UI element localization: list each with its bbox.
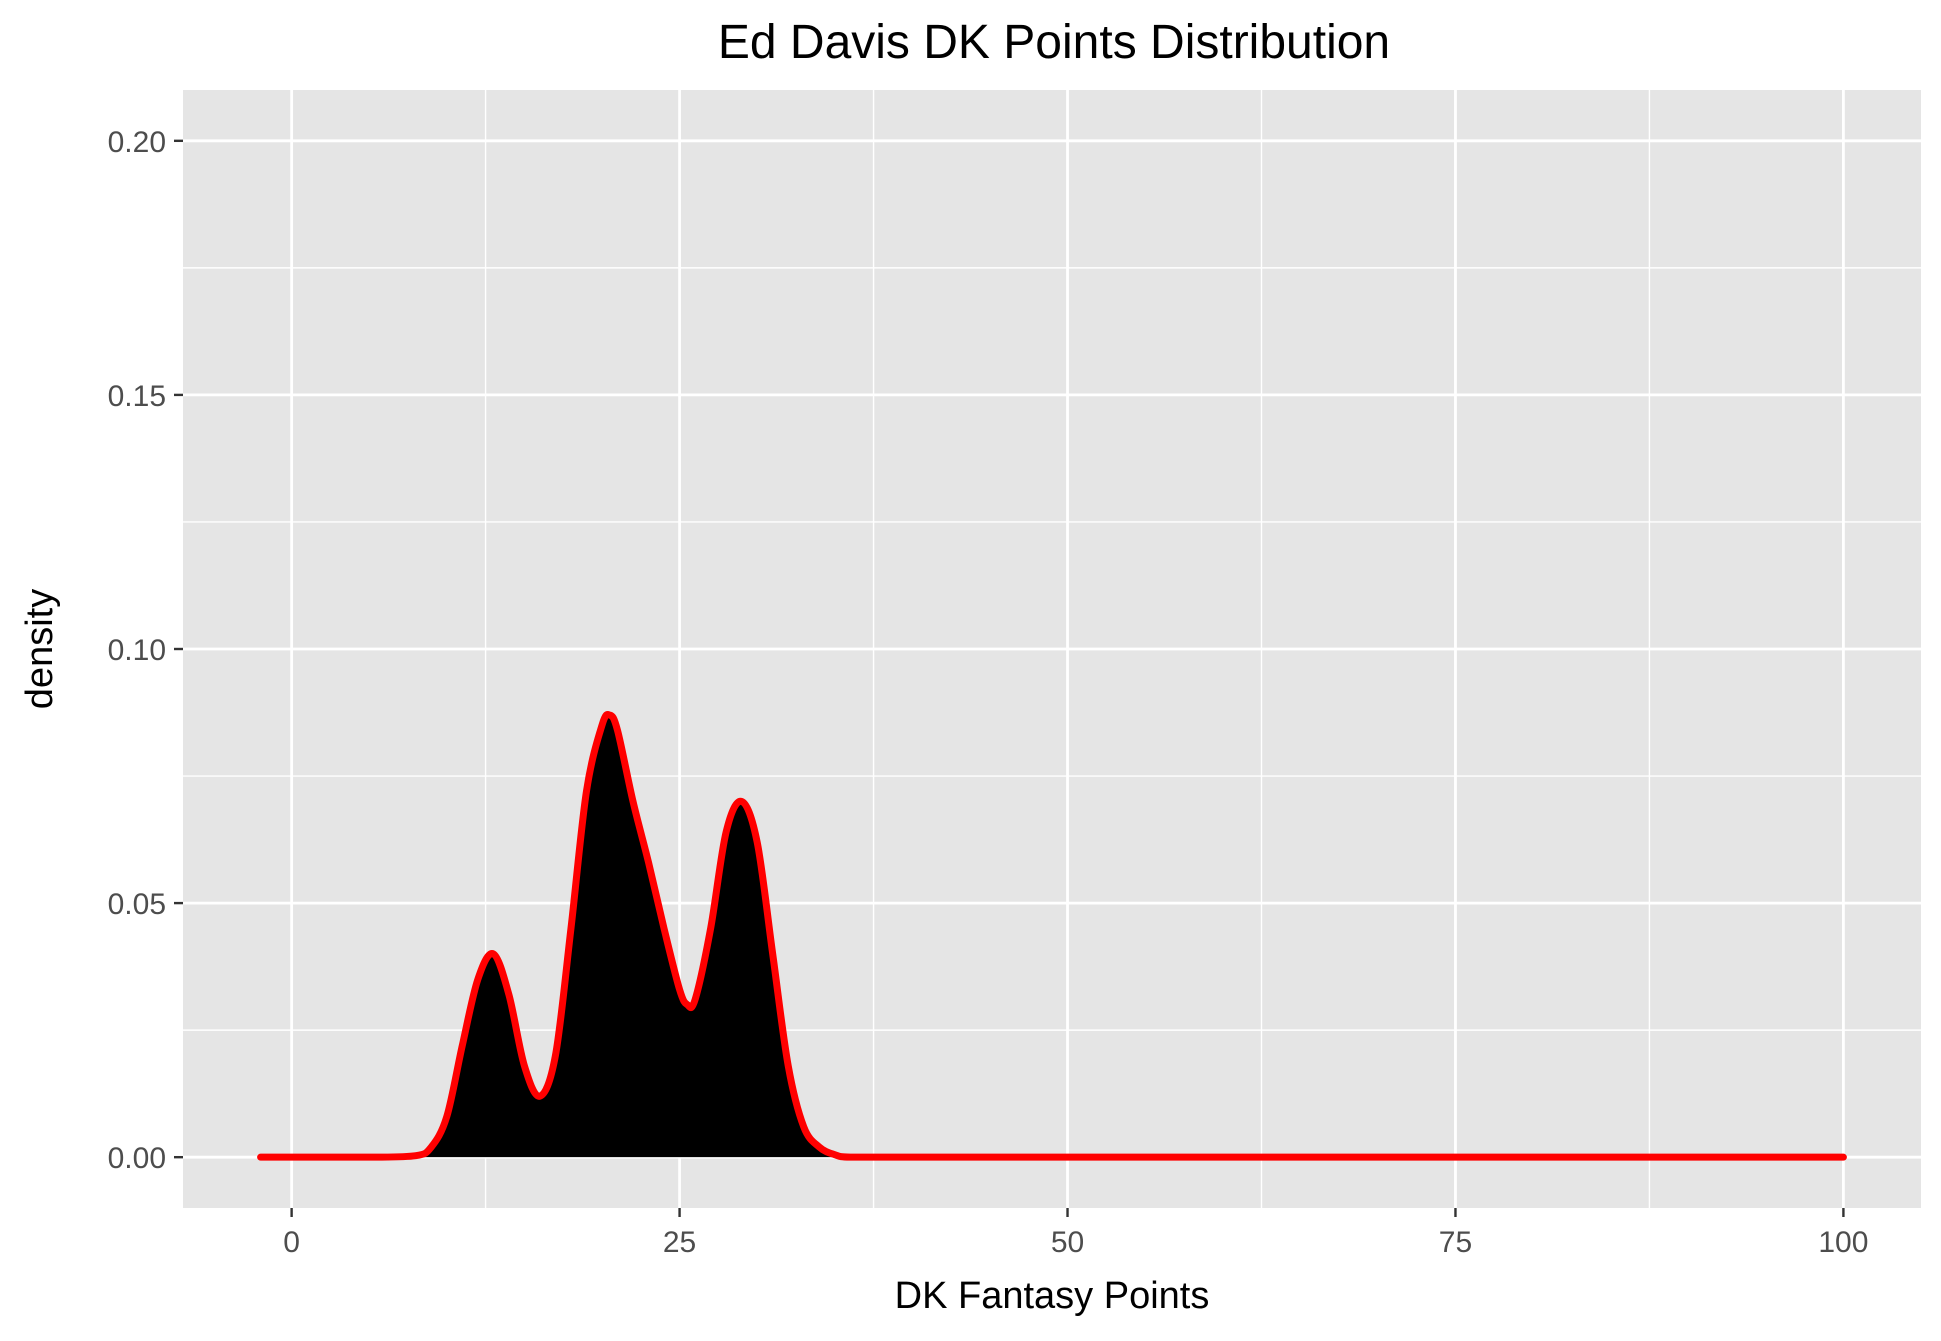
x-tick-label: 50: [1051, 1226, 1084, 1259]
y-axis-title: density: [19, 589, 61, 709]
y-tick-label: 0.10: [108, 634, 166, 667]
y-tick-label: 0.00: [108, 1142, 166, 1175]
x-axis-title: DK Fantasy Points: [895, 1275, 1210, 1317]
major-gridlines: [183, 90, 1921, 1208]
chart-title: Ed Davis DK Points Distribution: [718, 16, 1390, 69]
x-tick-label: 25: [663, 1226, 696, 1259]
y-tick-label: 0.05: [108, 888, 166, 921]
y-tick-label: 0.15: [108, 380, 166, 413]
x-tick-label: 0: [283, 1226, 300, 1259]
y-tick-label: 0.20: [108, 126, 166, 159]
x-tick-label: 100: [1818, 1226, 1868, 1259]
x-axis: 0 25 50 75 100: [283, 1208, 1868, 1259]
density-curve: [257, 711, 1847, 1161]
y-axis: 0.00 0.05 0.10 0.15 0.20: [108, 126, 183, 1175]
x-tick-label: 75: [1439, 1226, 1472, 1259]
density-area: [260, 714, 1844, 1158]
